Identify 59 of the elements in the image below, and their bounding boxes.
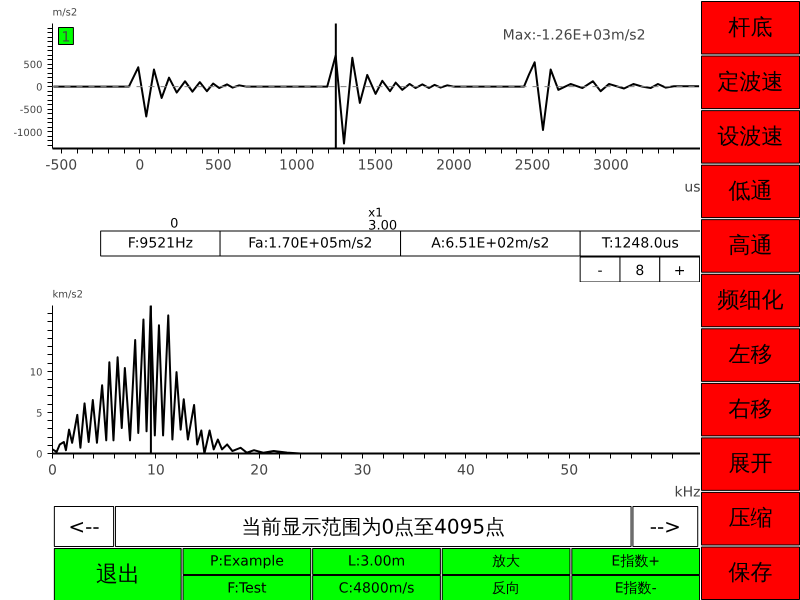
x-tick-label: 1000 [279, 158, 315, 174]
x-tick-label: 20 [250, 462, 268, 478]
text: 退出 [96, 562, 140, 588]
x-axis-title: us [684, 180, 701, 196]
text: 展开 [728, 452, 772, 477]
y-tick-label: -1000 [13, 128, 43, 139]
y-tick-label: 5 [36, 408, 43, 420]
y-axis-title: km/s2 [52, 290, 83, 300]
text: 0 [170, 216, 178, 232]
x-tick-label: 2500 [514, 158, 550, 174]
text: P:Example [210, 554, 284, 570]
text: 压缩 [728, 506, 772, 532]
text: 8 [635, 263, 644, 279]
text: --> [650, 514, 681, 538]
x-tick-label: 50 [560, 462, 578, 478]
text: F:9521Hz [128, 236, 193, 252]
x-tick-label: 30 [354, 462, 372, 478]
text: 设波速 [718, 124, 784, 150]
x-tick-label: 500 [204, 158, 232, 174]
text: A:6.51E+02m/s2 [431, 236, 550, 252]
y-tick-label: -500 [20, 105, 43, 116]
x-tick-label: 3000 [593, 158, 629, 174]
text: 反向 [492, 580, 520, 596]
text: Fa:1.70E+05m/s2 [248, 236, 372, 252]
text: 当前显示范围为0点至4095点 [241, 514, 506, 538]
text: 放大 [492, 554, 520, 570]
text: 杆底 [728, 15, 772, 40]
y-tick-label: 10 [30, 367, 43, 378]
y-axis-title: m/s2 [52, 8, 78, 18]
text: x1 [368, 206, 383, 220]
text: <-- [68, 514, 100, 538]
text: 低通 [728, 178, 772, 204]
text: T:1248.0us [600, 236, 679, 252]
text: 定波速 [718, 70, 784, 95]
text: 频细化 [718, 288, 784, 313]
text: C:4800m/s [338, 580, 414, 596]
annotation: Max:-1.26E+03m/s2 [502, 28, 646, 44]
y-tick-label: 0 [36, 450, 43, 460]
x-tick-label: 40 [456, 462, 475, 478]
text: 左移 [728, 342, 772, 368]
x-axis-title: kHz [674, 484, 700, 500]
text: E指数+ [611, 554, 660, 570]
x-tick-label: 1500 [358, 158, 394, 174]
text: + [674, 263, 686, 279]
x-tick-label: 0 [48, 462, 57, 478]
text: 3.00 [368, 218, 398, 234]
y-tick-label: 500 [23, 60, 43, 72]
text: L:3.00m [348, 554, 406, 570]
x-tick-label: 0 [135, 158, 144, 174]
text: 高通 [728, 233, 772, 258]
annotation: 1 [62, 30, 70, 46]
y-tick-label: 0 [36, 82, 43, 94]
x-tick-label: 10 [146, 462, 165, 478]
text: E指数- [614, 580, 657, 596]
text: - [598, 263, 603, 279]
x-tick-label: 2000 [436, 158, 472, 174]
text: 保存 [728, 560, 772, 586]
text: 右移 [728, 397, 772, 422]
text: F:Test [227, 580, 268, 596]
